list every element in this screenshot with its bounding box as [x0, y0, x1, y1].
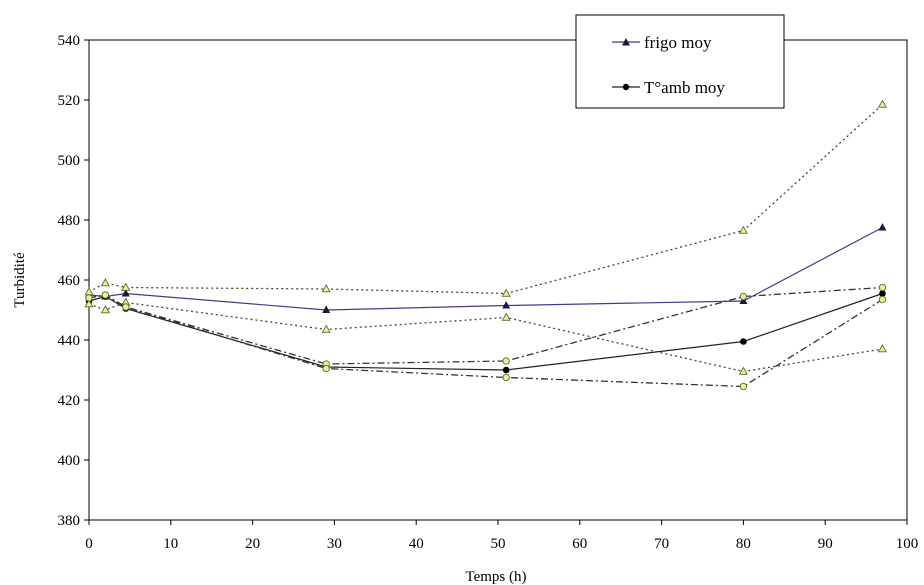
data-point	[85, 294, 93, 302]
y-tick-label: 420	[58, 393, 81, 409]
data-point	[501, 312, 511, 321]
series-2	[84, 99, 888, 297]
x-tick-label: 90	[818, 536, 833, 552]
y-tick-label: 380	[58, 513, 81, 529]
data-point	[502, 357, 510, 365]
data-point	[877, 99, 888, 108]
x-tick-label: 100	[896, 536, 919, 552]
data-point	[878, 283, 887, 292]
data-point	[738, 225, 748, 234]
data-point	[84, 287, 94, 296]
legend: frigo moy T°amb moy	[575, 14, 785, 109]
data-point	[739, 292, 748, 301]
series-3	[84, 297, 888, 375]
x-tick-label: 20	[245, 536, 260, 552]
series-layer	[84, 99, 888, 391]
series-line	[88, 104, 883, 295]
data-point	[122, 303, 130, 311]
legend-item-tamb-moy: T°amb moy	[612, 78, 725, 97]
legend-marker-tamb-moy	[622, 83, 630, 91]
legend-marker-frigo-moy	[622, 38, 630, 46]
y-tick-label: 460	[58, 273, 81, 289]
data-point	[100, 305, 110, 314]
series-5	[85, 291, 887, 391]
y-tick-label: 480	[58, 213, 81, 229]
series-line	[88, 226, 883, 311]
data-point	[877, 344, 888, 353]
data-point	[321, 284, 331, 293]
series-line	[88, 286, 883, 365]
series-0	[85, 223, 887, 313]
y-tick-label: 520	[58, 93, 81, 109]
series-4	[85, 283, 887, 368]
data-point	[501, 288, 511, 297]
axis-ticks: 380 400 420 440 460 480 500 520 540 0 10 20 30 40 50 60…	[58, 33, 919, 552]
data-point	[502, 373, 510, 382]
legend-item-frigo-moy: frigo moy	[612, 33, 712, 52]
legend-label-frigo-moy: frigo moy	[644, 33, 712, 52]
y-tick-label: 500	[58, 153, 81, 169]
data-point	[322, 364, 330, 373]
data-point	[740, 338, 747, 345]
y-axis-label: Turbidité	[12, 252, 28, 308]
x-axis-label: Temps (h)	[465, 569, 526, 585]
data-point	[101, 291, 110, 299]
data-point	[738, 366, 748, 375]
x-tick-label: 0	[85, 536, 93, 552]
x-tick-label: 40	[409, 536, 424, 552]
y-tick-label: 400	[58, 453, 81, 469]
x-tick-label: 50	[491, 536, 506, 552]
x-tick-label: 60	[572, 536, 587, 552]
data-point	[121, 282, 131, 291]
data-point	[739, 382, 748, 391]
data-point	[878, 295, 887, 304]
x-tick-label: 30	[327, 536, 342, 552]
legend-box	[575, 14, 785, 109]
y-tick-label: 540	[58, 33, 81, 49]
x-tick-label: 70	[654, 536, 669, 552]
series-line	[88, 294, 883, 388]
x-tick-label: 10	[163, 536, 178, 552]
data-point	[322, 305, 331, 313]
data-point	[878, 223, 887, 231]
x-tick-label: 80	[736, 536, 751, 552]
y-tick-label: 440	[58, 333, 81, 349]
data-point	[502, 301, 511, 309]
data-point	[121, 289, 130, 297]
data-point	[84, 299, 94, 308]
data-point	[739, 296, 748, 304]
data-point	[502, 366, 510, 374]
data-point	[321, 324, 331, 333]
legend-label-tamb-moy: T°amb moy	[644, 78, 725, 97]
data-point	[879, 290, 886, 297]
data-point	[100, 278, 110, 287]
